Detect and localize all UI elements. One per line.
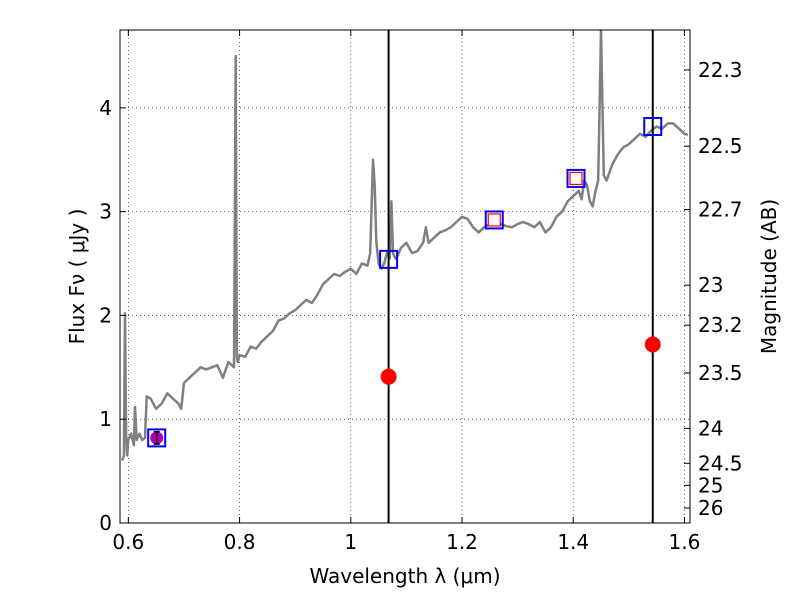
x-tick-label: 1.2: [446, 530, 478, 554]
y-tick-label: 3: [99, 200, 112, 224]
y-axis-label: Flux Fν ( μJy ): [65, 209, 89, 345]
x-tick-label: 1.6: [669, 530, 701, 554]
vertical-lines: [387, 30, 654, 523]
magnitude-tick-label: 23: [698, 273, 723, 297]
magnitude-tick-label: 23.2: [698, 313, 743, 337]
magnitude-tick-label: 22.5: [698, 134, 743, 158]
magnitude-axis-label: Magnitude (AB): [757, 199, 781, 354]
red-point-1-marker: [380, 368, 397, 385]
photometry-points: [147, 117, 663, 448]
square-3-marker: [566, 168, 586, 188]
spectrum-series: [121, 30, 689, 462]
grid: [120, 30, 690, 524]
magnitude-tick-label: 22.3: [698, 58, 743, 82]
square-2-marker: [484, 210, 504, 230]
spectrum-line: [121, 30, 689, 462]
x-tick-label: 1.4: [557, 530, 589, 554]
x-tick-label: 1: [344, 530, 357, 554]
y-tick-label: 1: [99, 407, 112, 431]
square-0-marker: [147, 428, 167, 448]
magnitude-tick-label: 26: [698, 496, 723, 520]
magnitude-tick-label: 23.5: [698, 361, 743, 385]
magnitude-tick-label: 25: [698, 473, 723, 497]
x-tick-label: 0.8: [224, 530, 256, 554]
magnitude-tick-label: 22.7: [698, 198, 743, 222]
magnitude-tick-label: 24: [698, 416, 723, 440]
square-1-marker: [379, 249, 399, 269]
magnitude-tick-label: 24.5: [698, 451, 743, 475]
y-tick-label: 4: [99, 96, 112, 120]
y-tick-label: 0: [99, 511, 112, 535]
inner-square-3-marker: [569, 171, 583, 186]
x-tick-label: 0.6: [112, 530, 144, 554]
red-point-2-marker: [644, 336, 661, 353]
plot-frame: [119, 29, 691, 524]
inner-square-2-marker: [487, 213, 501, 227]
square-4-marker: [643, 117, 663, 137]
axis-ticks: 0.6 0.8 1 1.2 1.4 1.60123422.322.522.72323.22…: [99, 30, 743, 554]
y-tick-label: 2: [99, 303, 112, 327]
x-axis-label: Wavelength λ (μm): [309, 564, 500, 588]
